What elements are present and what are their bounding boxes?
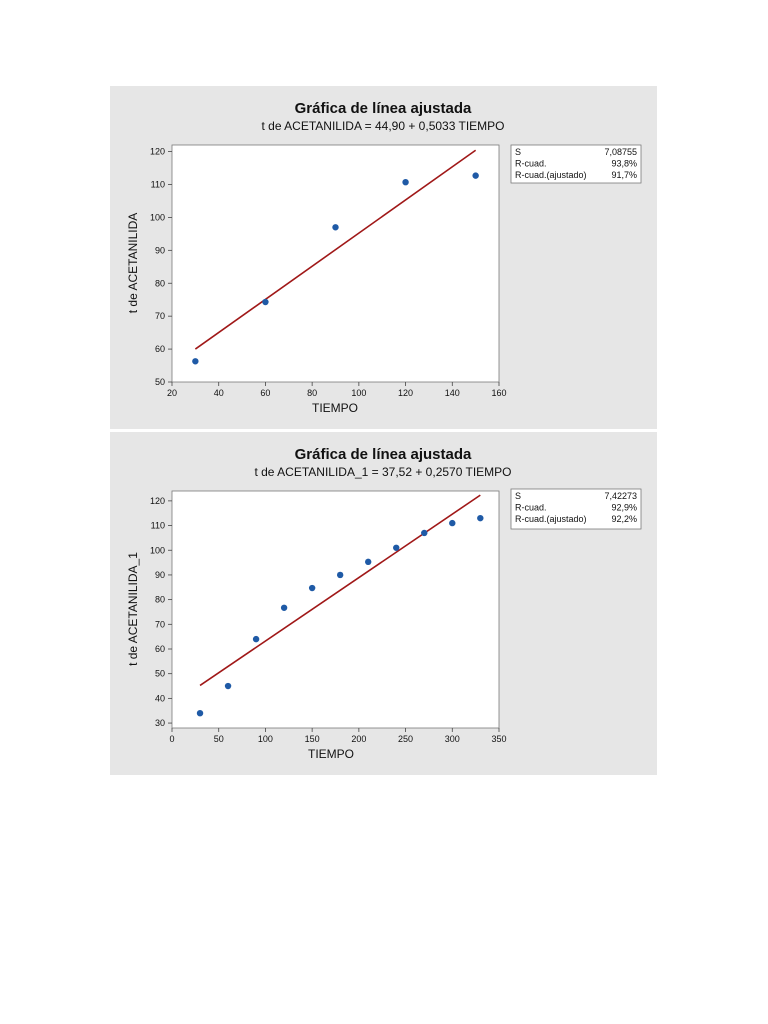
stats-label: R-cuad.(ajustado) bbox=[515, 514, 587, 524]
data-point-5 bbox=[336, 571, 344, 579]
y-tick-label: 90 bbox=[155, 245, 165, 255]
data-point-10 bbox=[477, 514, 484, 522]
y-tick-label: 50 bbox=[155, 669, 165, 679]
y-tick-label: 80 bbox=[155, 595, 165, 605]
chart-svg-2: Gráfica de línea ajustada t de ACETANILI… bbox=[126, 446, 642, 761]
chart-title: Gráfica de línea ajustada bbox=[295, 446, 472, 463]
y-axis: 30 40 50 60 70 80 90 100 110 120 bbox=[150, 496, 172, 728]
y-tick-label: 50 bbox=[155, 377, 165, 387]
fit-line-layer bbox=[199, 494, 481, 687]
stats-value: 91,7% bbox=[611, 170, 637, 180]
y-tick-label: 120 bbox=[150, 147, 165, 157]
y-tick-label: 70 bbox=[155, 311, 165, 321]
stats-label: S bbox=[515, 491, 521, 501]
chart-subtitle: t de ACETANILIDA = 44,90 + 0,5033 TIEMPO bbox=[261, 119, 504, 133]
data-point-4 bbox=[472, 172, 479, 179]
data-point-6 bbox=[365, 558, 372, 566]
x-tick-label: 0 bbox=[169, 734, 174, 744]
x-tick-label: 250 bbox=[398, 734, 413, 744]
y-axis-label: t de ACETANILIDA bbox=[126, 213, 140, 313]
x-tick-label: 100 bbox=[351, 388, 366, 398]
stats-value: 93,8% bbox=[611, 159, 637, 169]
x-tick-label: 60 bbox=[260, 388, 270, 398]
data-point-0 bbox=[196, 709, 204, 717]
data-point-9 bbox=[449, 519, 456, 527]
fit-line-layer bbox=[194, 149, 477, 350]
data-point-3 bbox=[280, 604, 288, 611]
stats-value: 7,08755 bbox=[604, 147, 637, 157]
stats-value: 7,42273 bbox=[604, 491, 637, 501]
data-point-2 bbox=[252, 635, 260, 643]
data-point-7 bbox=[393, 544, 400, 551]
x-axis-label: TIEMPO bbox=[308, 747, 354, 761]
stats-value: 92,9% bbox=[611, 503, 637, 513]
x-tick-label: 50 bbox=[214, 734, 224, 744]
chart-subtitle: t de ACETANILIDA_1 = 37,52 + 0,2570 TIEM… bbox=[254, 465, 511, 479]
x-tick-label: 150 bbox=[305, 734, 320, 744]
x-tick-label: 120 bbox=[398, 388, 413, 398]
chart-title: Gráfica de línea ajustada bbox=[295, 100, 472, 117]
data-point-1 bbox=[262, 298, 269, 306]
stats-label: S bbox=[515, 147, 521, 157]
stats-table: S 7,08755 R-cuad. 93,8% R-cuad.(ajustado) 91,… bbox=[515, 147, 637, 180]
y-tick-label: 60 bbox=[155, 644, 165, 654]
y-tick-label: 100 bbox=[150, 212, 165, 222]
data-point-1 bbox=[224, 682, 232, 690]
x-tick-label: 40 bbox=[214, 388, 224, 398]
fitted-line-chart-2: Gráfica de línea ajustada t de ACETANILI… bbox=[110, 432, 657, 775]
data-point-8 bbox=[421, 529, 428, 537]
y-axis-label: t de ACETANILIDA_1 bbox=[126, 552, 140, 666]
y-tick-label: 70 bbox=[155, 619, 165, 629]
stats-label: R-cuad. bbox=[515, 503, 547, 513]
stats-label: R-cuad.(ajustado) bbox=[515, 170, 587, 180]
x-tick-label: 100 bbox=[258, 734, 273, 744]
plot-area bbox=[171, 490, 500, 729]
stats-value: 92,2% bbox=[611, 514, 637, 524]
data-point-0 bbox=[192, 358, 199, 365]
x-tick-label: 80 bbox=[307, 388, 317, 398]
x-axis-label: TIEMPO bbox=[312, 401, 358, 415]
y-tick-label: 80 bbox=[155, 278, 165, 288]
stats-box bbox=[510, 144, 642, 184]
y-tick-label: 110 bbox=[151, 180, 165, 190]
y-tick-label: 120 bbox=[150, 496, 165, 506]
x-tick-label: 140 bbox=[445, 388, 460, 398]
y-tick-label: 110 bbox=[151, 521, 165, 531]
y-axis: 50 60 70 80 90 100 110 120 bbox=[150, 147, 172, 387]
x-axis: 0 50 100 150 200 250 300 350 bbox=[169, 728, 507, 744]
stats-box bbox=[510, 488, 642, 530]
y-tick-label: 100 bbox=[150, 545, 165, 555]
stats-label: R-cuad. bbox=[515, 159, 547, 169]
data-point-4 bbox=[308, 584, 316, 592]
y-tick-label: 60 bbox=[155, 344, 165, 354]
fit-line bbox=[194, 149, 477, 350]
x-tick-label: 20 bbox=[167, 388, 177, 398]
y-tick-label: 40 bbox=[155, 693, 165, 703]
y-tick-label: 90 bbox=[155, 570, 165, 580]
x-tick-label: 300 bbox=[445, 734, 460, 744]
fit-line bbox=[199, 494, 481, 687]
chart-svg-1: Gráfica de línea ajustada t de ACETANILI… bbox=[126, 100, 642, 415]
y-tick-label: 30 bbox=[155, 718, 165, 728]
fitted-line-chart-1: Gráfica de línea ajustada t de ACETANILI… bbox=[110, 86, 657, 429]
data-point-3 bbox=[402, 178, 409, 186]
x-axis: 20 40 60 80 100 120 140 160 bbox=[167, 382, 507, 398]
points-layer bbox=[196, 514, 484, 717]
x-tick-label: 350 bbox=[491, 734, 506, 744]
x-tick-label: 200 bbox=[351, 734, 366, 744]
stats-table: S 7,42273 R-cuad. 92,9% R-cuad.(ajustado) 92,… bbox=[515, 491, 637, 524]
data-point-2 bbox=[332, 224, 339, 231]
x-tick-label: 160 bbox=[491, 388, 506, 398]
plot-area bbox=[171, 144, 500, 383]
points-layer bbox=[192, 172, 479, 365]
